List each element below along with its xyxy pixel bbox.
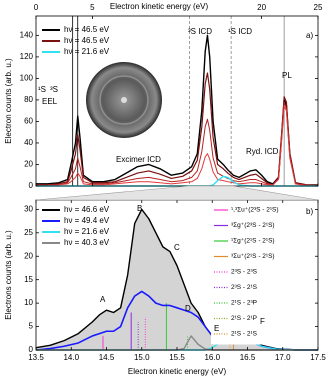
annotation: B — [137, 204, 142, 213]
annotation: D — [185, 304, 191, 313]
y-axis-title: Electron counts (arb. u.) — [4, 58, 13, 144]
annotation: C — [174, 243, 180, 252]
x-axis-title: Electron kinetic energy (eV) — [110, 2, 209, 11]
legend-label: ¹Σg⁺(2¹S - 2¹S) — [231, 238, 275, 245]
legend-label: hν = 46.6 eV — [64, 205, 110, 214]
legend-label: 2³S - 2¹S — [231, 284, 258, 291]
annotation: Excimer ICD — [116, 155, 161, 164]
legend-label: hν = 40.3 eV — [64, 238, 110, 247]
detector-ring — [99, 75, 149, 125]
x-tick-label: 25 — [314, 3, 323, 12]
x-tick-label: 16.0 — [204, 353, 220, 362]
plot-frame — [35, 15, 319, 187]
x-tick-label: 13.5 — [28, 353, 44, 362]
x-tick-label: 17.0 — [275, 353, 291, 362]
y-tick-label: 80 — [24, 95, 33, 104]
panel: 0 5 10 15 20 25 30 13.5 14.0 14.5 15.0 15.5 16.0 16.5… — [4, 199, 326, 376]
annotation: EEL — [42, 97, 58, 106]
legend-label: hν = 46.5 eV — [64, 36, 110, 45]
legend-label: 2¹S - 2³P — [231, 300, 257, 307]
y-tick-label: 25 — [24, 228, 33, 237]
x-tick-label: 5 — [90, 3, 95, 12]
series-line — [36, 105, 318, 187]
legend-label: hν = 21.6 eV — [64, 227, 110, 236]
legend-label: 2³S - 2³S — [231, 269, 258, 276]
y-tick-label: 20 — [24, 160, 33, 169]
y-tick-label: 0 — [29, 345, 34, 354]
y-tick-label: 20 — [24, 251, 33, 260]
annotation: E — [214, 324, 219, 333]
y-tick-label: 0 — [29, 181, 34, 190]
x-tick-label: 16.5 — [240, 353, 256, 362]
annotation: PL — [282, 71, 292, 80]
series-line — [36, 34, 318, 186]
y-axis-title: Electrons counts (arb. u.) — [4, 230, 13, 320]
panel: 0 20 40 60 80 100 120 140 0 5 20 25 Electron kinetic… — [4, 2, 323, 190]
y-tick-label: 5 — [29, 322, 34, 331]
annotation: b) — [306, 207, 313, 216]
y-tick-label: 10 — [24, 298, 33, 307]
y-tick-label: 40 — [24, 138, 33, 147]
legend-label: hν = 49.4 eV — [64, 216, 110, 225]
y-tick-label: 15 — [24, 275, 33, 284]
legend-label: ³Σg⁺(2³S - 2¹S) — [231, 222, 275, 229]
annotation: ¹S — [38, 85, 46, 94]
x-tick-label: 15.0 — [134, 353, 150, 362]
y-tick-label: 30 — [24, 204, 33, 213]
x-tick-label: 0 — [34, 3, 39, 12]
x-tick-label: 14.5 — [99, 353, 115, 362]
annotation: ¹S ICD — [228, 27, 252, 36]
annotation: A — [100, 295, 106, 304]
annotation: a) — [306, 31, 313, 40]
x-tick-label: 20 — [257, 3, 266, 12]
legend-label: 2¹S - 2¹S — [231, 331, 258, 338]
x-tick-label: 14.0 — [63, 353, 79, 362]
legend-label: ¹,³Σu⁺(2³S - 2¹S) — [231, 207, 279, 214]
series-line — [36, 101, 319, 187]
annotation: F — [260, 317, 265, 326]
x-tick-label: 15.5 — [169, 353, 185, 362]
y-tick-label: 140 — [20, 30, 34, 39]
legend-label: ³Σu⁺(2¹S - 2¹S) — [231, 253, 275, 260]
y-tick-label: 120 — [20, 52, 34, 61]
legend-label: 2¹S - 2¹P — [231, 315, 257, 322]
zoom-region — [35, 185, 319, 201]
annotation: ³S — [50, 85, 58, 94]
legend-box — [211, 203, 315, 345]
series-line — [36, 72, 318, 186]
annotation: ³S ICD — [188, 27, 212, 36]
detector-center — [121, 97, 127, 103]
detector-image — [84, 60, 164, 140]
x-axis-title: Electron kinetic energy (eV) — [128, 367, 227, 376]
legend-label: hν = 21.6 eV — [64, 47, 110, 56]
area — [36, 209, 318, 350]
x-tick-label: 17.5 — [310, 353, 326, 362]
legend-label: hν = 46.5 eV — [64, 25, 110, 34]
annotation: Ryd. ICD — [246, 147, 279, 156]
y-tick-label: 60 — [24, 117, 33, 126]
y-tick-label: 100 — [20, 74, 34, 83]
